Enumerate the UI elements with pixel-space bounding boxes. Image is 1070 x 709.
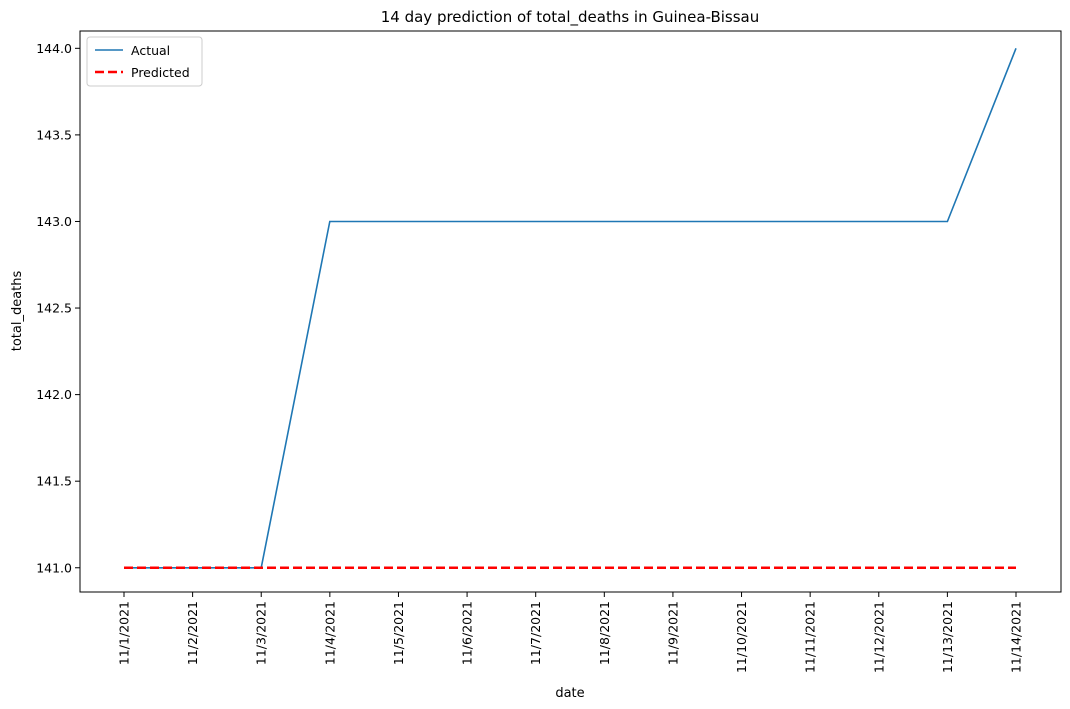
y-tick-label: 143.5 xyxy=(36,127,72,142)
series-line-actual xyxy=(124,48,1017,569)
y-tick-label: 142.5 xyxy=(36,301,72,316)
x-tick-label: 11/3/2021 xyxy=(254,601,269,665)
y-tick-label: 144.0 xyxy=(36,41,72,56)
x-tick-label: 11/8/2021 xyxy=(597,601,612,665)
legend: Actual Predicted xyxy=(86,36,203,87)
y-tick-label: 142.0 xyxy=(36,387,72,402)
y-tick-label: 143.0 xyxy=(36,214,72,229)
x-tick-label: 11/6/2021 xyxy=(460,601,475,665)
x-tick-label: 11/4/2021 xyxy=(322,601,337,665)
x-axis-label: date xyxy=(555,686,584,701)
y-tick-label: 141.0 xyxy=(36,560,72,575)
y-axis-label: total_deaths xyxy=(10,271,25,352)
x-tick-label: 11/2/2021 xyxy=(185,601,200,665)
x-tick-label: 11/12/2021 xyxy=(871,601,886,673)
x-tick-label: 11/13/2021 xyxy=(940,601,955,673)
chart-title: 14 day prediction of total_deaths in Gui… xyxy=(381,8,760,27)
x-tick-label: 11/11/2021 xyxy=(803,601,818,673)
x-tick-label: 11/9/2021 xyxy=(665,601,680,665)
x-tick-label: 11/5/2021 xyxy=(391,601,406,665)
y-tick-label: 141.5 xyxy=(36,474,72,489)
legend-label-actual: Actual xyxy=(131,43,170,58)
y-axis: 141.0 141.5 142.0 142.5 143.0 143.5 144.0 xyxy=(36,41,80,575)
x-tick-label: 11/7/2021 xyxy=(528,601,543,665)
plot-area xyxy=(79,30,1062,593)
x-tick-label: 11/14/2021 xyxy=(1009,601,1024,673)
x-tick-label: 11/1/2021 xyxy=(117,601,132,665)
series-group xyxy=(124,48,1017,570)
x-tick-label: 11/10/2021 xyxy=(734,601,749,673)
legend-label-predicted: Predicted xyxy=(131,65,190,80)
x-axis: 11/1/2021 11/2/2021 11/3/2021 11/4/2021 11/5… xyxy=(117,592,1024,673)
